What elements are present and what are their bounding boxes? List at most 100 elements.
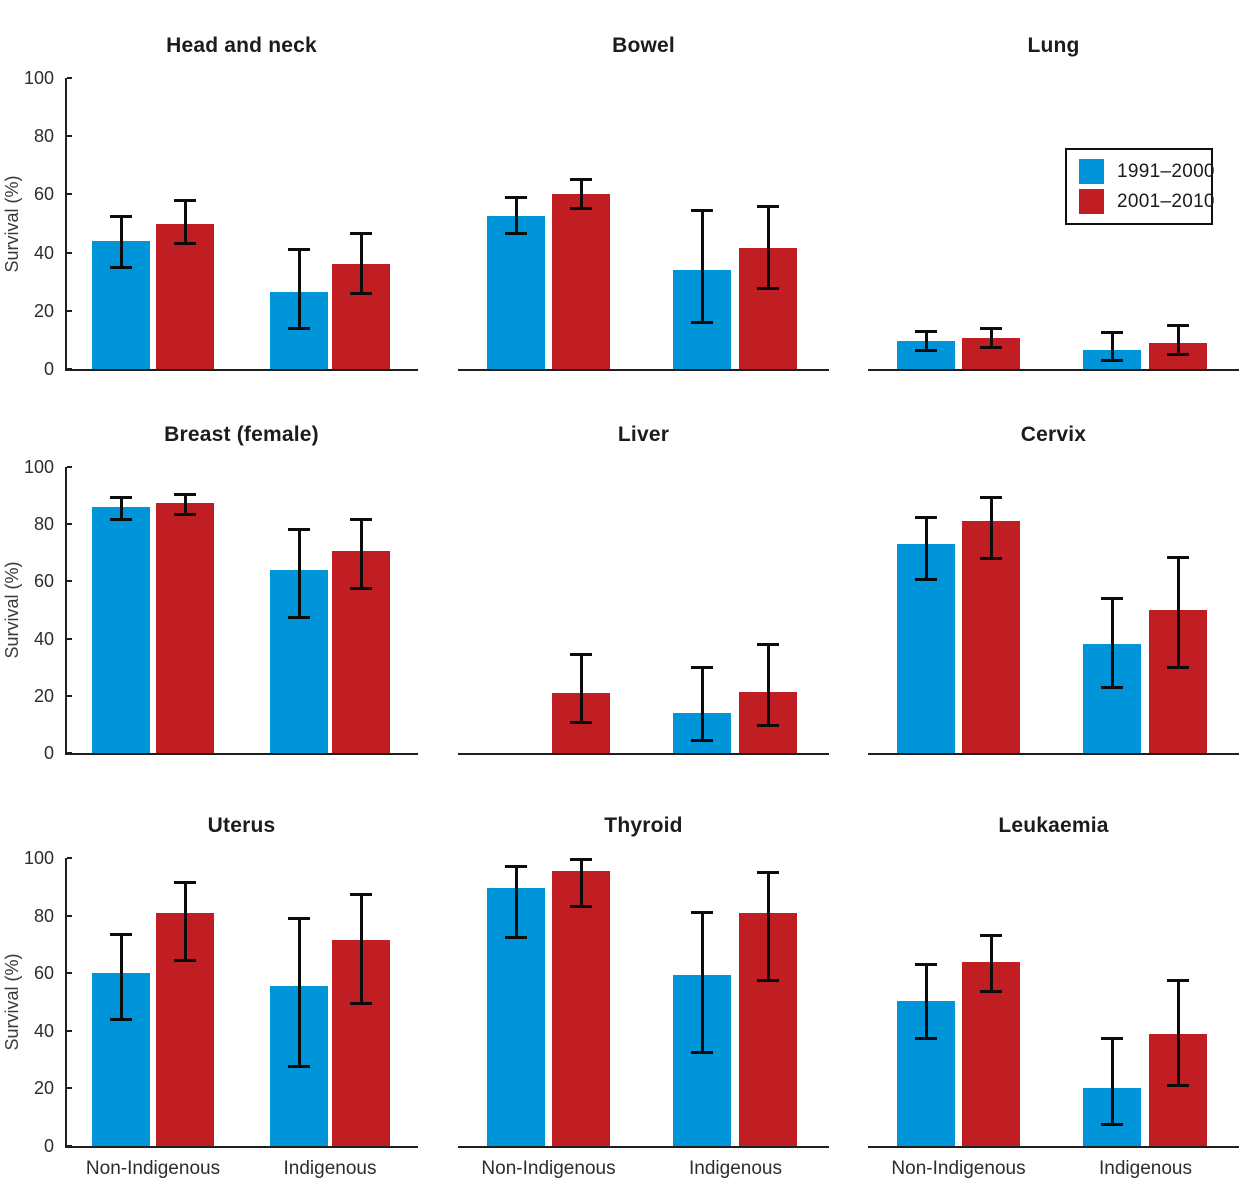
- x-category-label-non-indigenous: Non-Indigenous: [85, 1158, 221, 1179]
- y-tick-mark: [67, 1145, 72, 1147]
- bar-breast-female-non-indigenous-1991-2000: [92, 507, 150, 753]
- error-bar-cap-bottom: [691, 320, 713, 324]
- error-bar-thyroid-indigenous-1991-2000: [700, 912, 704, 1053]
- y-tick-mark: [67, 251, 72, 254]
- panel-title-lung: Lung: [1027, 34, 1080, 57]
- error-bar-cap-top: [288, 916, 310, 920]
- error-bar-breast-female-indigenous-2001-2010: [359, 519, 363, 589]
- error-bar-liver-indigenous-1991-2000: [700, 667, 704, 741]
- error-bar-cap-bottom: [174, 512, 196, 516]
- y-axis-line: [65, 467, 67, 753]
- x-category-label-indigenous: Indigenous: [1099, 1158, 1192, 1179]
- plot-area-bowel: [458, 78, 829, 371]
- error-bar-cervix-non-indigenous-1991-2000: [924, 517, 928, 580]
- y-tick-mark: [67, 1087, 72, 1090]
- error-bar-cervix-indigenous-2001-2010: [1176, 557, 1180, 668]
- error-bar-cap-top: [350, 232, 372, 236]
- y-tick-label: 60: [33, 963, 54, 984]
- panel-title-cervix: Cervix: [1020, 423, 1087, 446]
- error-bar-cap-bottom: [570, 905, 592, 909]
- y-axis-title: Survival (%): [2, 561, 22, 659]
- error-bar-cap-bottom: [915, 578, 937, 582]
- error-bar-cap-top: [1167, 323, 1189, 327]
- bar-thyroid-non-indigenous-2001-2010: [552, 870, 610, 1146]
- error-bar-liver-indigenous-2001-2010: [766, 644, 770, 726]
- bar-bowel-non-indigenous-2001-2010: [552, 194, 610, 369]
- x-category-label-non-indigenous: Non-Indigenous: [481, 1158, 616, 1179]
- plot-area-lung: [868, 78, 1239, 371]
- y-tick-mark: [67, 972, 72, 975]
- error-bar-breast-female-indigenous-1991-2000: [297, 529, 301, 618]
- error-bar-cap-top: [505, 195, 527, 199]
- error-bar-cap-top: [757, 642, 779, 646]
- error-bar-cap-bottom: [1167, 352, 1189, 356]
- y-tick-mark: [67, 523, 72, 526]
- error-bar-cap-top: [1101, 597, 1123, 601]
- error-bar-cap-bottom: [980, 990, 1002, 994]
- error-bar-cap-top: [691, 665, 713, 669]
- error-bar-cap-bottom: [174, 958, 196, 962]
- error-bar-cervix-indigenous-1991-2000: [1110, 598, 1114, 688]
- error-bar-cap-bottom: [350, 291, 372, 295]
- y-tick-label: 60: [33, 184, 54, 205]
- y-tick-mark: [67, 694, 72, 697]
- error-bar-cap-top: [350, 518, 372, 522]
- error-bar-cap-bottom: [1101, 685, 1123, 689]
- error-bar-head-and-neck-non-indigenous-2001-2010: [183, 200, 187, 244]
- y-tick-mark: [67, 1029, 72, 1032]
- error-bar-cap-top: [691, 911, 713, 915]
- y-tick-label: 20: [33, 685, 54, 706]
- error-bar-cap-top: [110, 932, 132, 936]
- error-bar-lung-indigenous-1991-2000: [1110, 332, 1114, 361]
- error-bar-leukaemia-non-indigenous-2001-2010: [989, 935, 993, 992]
- plot-area-cervix: [868, 467, 1239, 755]
- y-tick-label: 20: [33, 1078, 54, 1099]
- y-tick-label: 0: [43, 359, 54, 379]
- error-bar-cap-top: [570, 178, 592, 182]
- error-bar-cap-top: [915, 329, 937, 333]
- bar-head-and-neck-non-indigenous-2001-2010: [156, 223, 214, 369]
- error-bar-breast-female-non-indigenous-1991-2000: [119, 497, 123, 520]
- error-bar-cap-bottom: [1167, 1084, 1189, 1088]
- error-bar-cap-bottom: [288, 326, 310, 330]
- error-bar-cap-bottom: [757, 978, 779, 982]
- panel-title-thyroid: Thyroid: [604, 814, 683, 837]
- error-bar-cap-bottom: [174, 242, 196, 246]
- y-tick-mark: [67, 368, 72, 370]
- error-bar-cap-bottom: [691, 1050, 713, 1054]
- y-tick-label: 100: [23, 457, 54, 477]
- error-bar-cap-top: [915, 963, 937, 967]
- error-bar-cap-bottom: [288, 615, 310, 619]
- y-tick-label: 80: [33, 514, 54, 535]
- error-bar-cap-top: [691, 208, 713, 212]
- y-tick-label: 40: [33, 628, 54, 649]
- legend-row-2001-2010: 2001–2010: [1079, 189, 1215, 214]
- error-bar-cap-top: [288, 528, 310, 532]
- panel-title-liver: Liver: [617, 423, 670, 446]
- y-tick-mark: [67, 914, 72, 917]
- plot-area-head-and-neck: 0 20 40 60 80 100: [24, 68, 418, 379]
- error-bar-lung-indigenous-2001-2010: [1176, 325, 1180, 355]
- y-tick-label: 40: [33, 242, 54, 263]
- legend-row-1991-2000: 1991–2000: [1079, 159, 1215, 184]
- error-bar-cap-bottom: [1101, 1122, 1123, 1126]
- legend: 1991–2000 2001–2010: [1065, 148, 1215, 225]
- y-tick-label: 40: [33, 1020, 54, 1041]
- panel-title-leukaemia: Leukaemia: [998, 814, 1109, 837]
- y-tick-mark: [67, 77, 72, 79]
- y-tick-label: 80: [33, 905, 54, 926]
- error-bar-cap-top: [570, 652, 592, 656]
- panel-title-uterus: Uterus: [207, 814, 276, 837]
- error-bar-cap-bottom: [570, 207, 592, 211]
- panel-title-breast-female: Breast (female): [164, 423, 319, 446]
- error-bar-bowel-non-indigenous-1991-2000: [514, 197, 518, 234]
- y-tick-label: 100: [23, 68, 54, 88]
- error-bar-lung-non-indigenous-2001-2010: [989, 328, 993, 348]
- error-bar-cap-top: [288, 248, 310, 252]
- y-tick-label: 100: [23, 848, 54, 868]
- plot-area-breast-female: 0 20 40 60 80 100: [24, 457, 418, 763]
- plot-area-leukaemia: [868, 858, 1239, 1148]
- error-bar-thyroid-indigenous-2001-2010: [766, 872, 770, 981]
- error-bar-cap-bottom: [915, 1036, 937, 1040]
